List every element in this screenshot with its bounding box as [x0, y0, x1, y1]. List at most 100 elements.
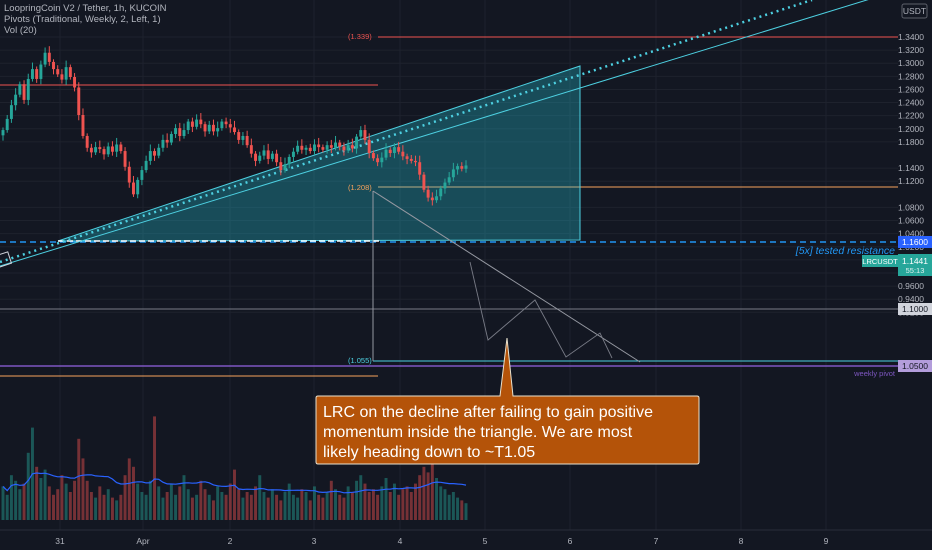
time-tick-label: 3	[312, 536, 317, 546]
candle-body	[414, 160, 417, 163]
trendline-anchor-handle[interactable]	[0, 251, 13, 269]
volume-bar	[287, 483, 291, 520]
candle-body	[430, 197, 434, 201]
candle-body	[312, 144, 316, 152]
volume-bar	[132, 466, 135, 520]
price-axis[interactable]: 1.3400 1.3200 1.3000 1.2800 1.2600 1.2400 1.22…	[862, 0, 932, 530]
candle-body	[392, 147, 396, 154]
volume-bar	[405, 486, 409, 520]
volume-bar	[237, 489, 241, 520]
price-tick-label: 0.9400	[898, 294, 924, 304]
volume-bar	[68, 492, 72, 520]
volume-bar	[384, 478, 388, 520]
volume-bar	[216, 486, 220, 520]
resistance-price-value: 1.1600	[902, 237, 928, 247]
current-price-badge	[898, 254, 932, 276]
volume-bar	[98, 486, 102, 520]
candle-body	[30, 69, 34, 79]
volume-bar	[254, 486, 258, 520]
volume-bar	[435, 478, 439, 520]
candle-body	[98, 147, 102, 150]
price-tick-label: 1.2200	[898, 111, 924, 121]
candle-body	[144, 160, 148, 171]
volume-bar	[115, 500, 119, 520]
volume-bar	[376, 494, 380, 520]
ascending-trendline[interactable]	[0, 0, 813, 264]
candle-body	[195, 119, 199, 127]
candle-body	[73, 76, 77, 88]
candle-body	[233, 127, 236, 133]
legend-symbol-title[interactable]: LoopringCoin V2 / Tether, 1h, KUCOIN	[4, 3, 167, 14]
price-tick-label: 1.0800	[898, 202, 924, 212]
candle-body	[1, 130, 5, 136]
candle-body	[464, 165, 468, 169]
volume-bar	[296, 497, 300, 520]
candle-body	[359, 130, 363, 137]
annotation-callout[interactable]: LRC on the decline after failing to gain…	[315, 337, 700, 465]
candle-body	[127, 166, 131, 183]
time-tick-label: 2	[228, 536, 233, 546]
volume-bar	[5, 494, 9, 520]
volume-bar	[329, 480, 333, 520]
candle-body	[110, 146, 114, 152]
volume-bar	[207, 494, 211, 520]
volume-bar	[426, 472, 430, 520]
candle-body	[334, 142, 337, 148]
pivot-low-label: (1.055)	[348, 356, 372, 365]
candle-body	[89, 147, 93, 153]
candle-body	[211, 124, 215, 132]
candle-body	[26, 78, 30, 100]
volume-bar	[157, 486, 161, 520]
candle-body	[460, 166, 464, 169]
volume-bar	[169, 483, 173, 520]
descending-trendline[interactable]	[372, 190, 641, 363]
currency-badge[interactable]	[901, 3, 928, 19]
volume-bar	[190, 497, 194, 520]
volume-bar	[148, 480, 152, 520]
volume-bar	[220, 492, 224, 520]
candle-body	[140, 170, 144, 180]
legend-pivots-indicator[interactable]: Pivots (Traditional, Weekly, 2, Left, 1)	[4, 14, 161, 25]
candle-body	[367, 139, 371, 154]
currency-badge-label: USDT	[903, 6, 926, 16]
legend-volume-indicator[interactable]: Vol (20)	[4, 25, 37, 36]
candle-body	[169, 134, 173, 143]
level-1100-value: 1.1000	[902, 304, 928, 314]
volume-bar	[47, 486, 51, 520]
volume-bar	[110, 497, 114, 520]
time-tick-label: 9	[824, 536, 829, 546]
volume-bar	[195, 494, 199, 520]
volume-bar	[245, 492, 249, 520]
callout-line-3: likely heading down to ~T1.05	[323, 444, 535, 461]
time-tick-label: 4	[398, 536, 403, 546]
candle-body	[106, 146, 110, 155]
volume-bar	[439, 486, 443, 520]
volume-bar	[85, 480, 89, 520]
candle-body	[64, 67, 68, 80]
candle-body	[94, 147, 98, 153]
candle-body	[186, 121, 190, 131]
time-tick-label: 6	[568, 536, 573, 546]
candle-body	[22, 84, 26, 100]
volume-moving-average	[2, 472, 467, 494]
volume-bar	[325, 492, 329, 520]
volume-bar	[464, 503, 468, 520]
volume-bar	[447, 494, 451, 520]
candle-body	[81, 115, 85, 136]
volume-bar	[304, 492, 308, 520]
countdown-value: 55:13	[906, 266, 925, 275]
candle-body	[409, 158, 413, 161]
volume-bar	[300, 489, 304, 520]
volume-bar	[308, 500, 312, 520]
candle-body	[203, 124, 207, 132]
volume-bar	[283, 492, 287, 520]
time-tick-label: 7	[654, 536, 659, 546]
candle-body	[115, 144, 119, 152]
volume-bars	[1, 416, 468, 520]
time-axis[interactable]: 31 Apr 2 3 4 5 6 7 8 9	[0, 529, 932, 550]
volume-bar	[119, 494, 123, 520]
volume-bar	[123, 475, 127, 520]
candle-body	[174, 128, 178, 135]
candle-body	[14, 94, 18, 106]
